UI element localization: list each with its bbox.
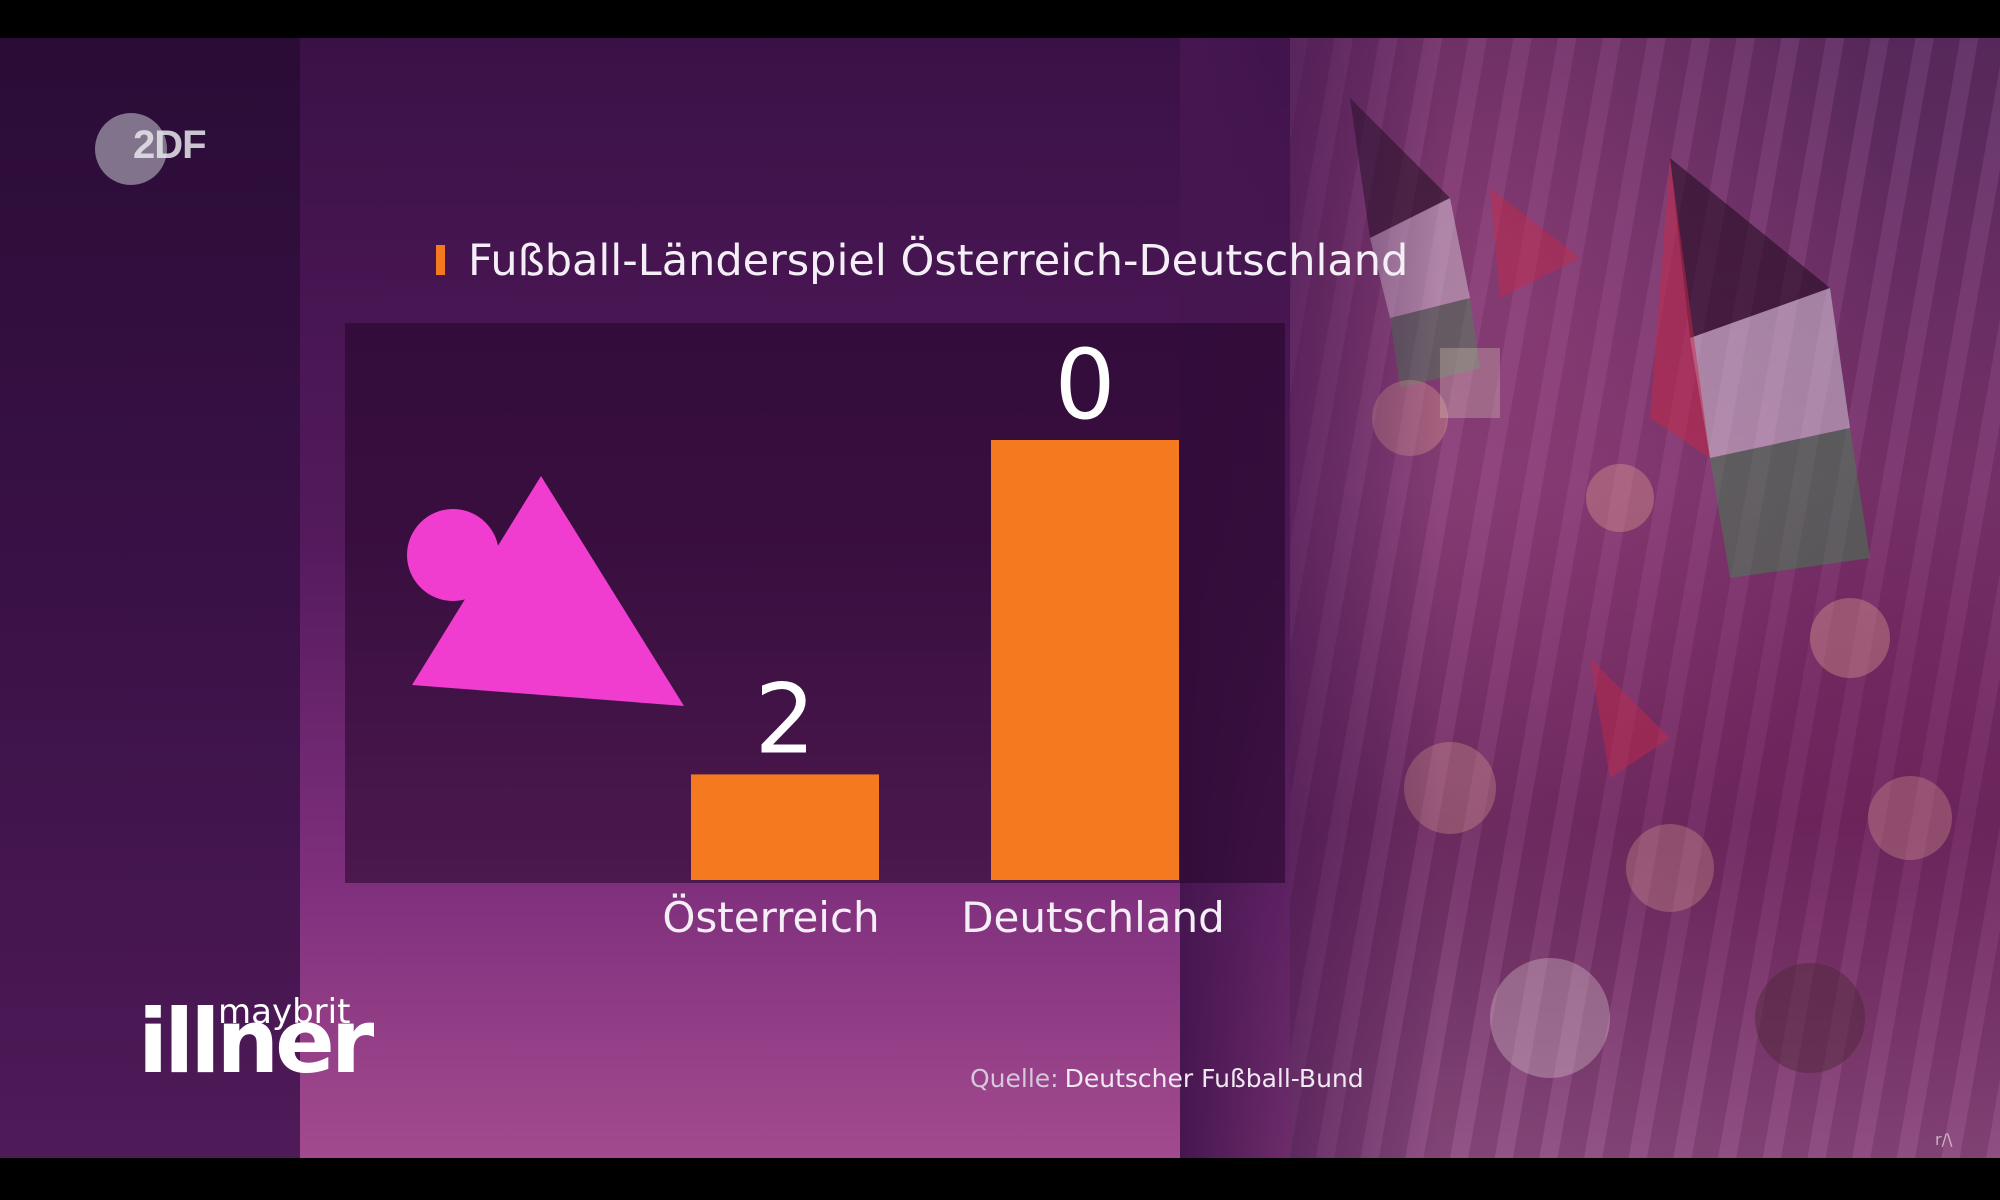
bar-value-label-1: 0 <box>1054 329 1115 441</box>
zdf-logo-text: 2DF <box>133 123 207 167</box>
title-accent-bar <box>436 245 445 275</box>
bar-chart: 2 Österreich 0 Deutschland <box>662 329 1225 942</box>
show-logo: maybrit illner <box>138 990 374 1093</box>
tv-frame: 2DF Fußball-Länderspiel Österreich-Deuts… <box>0 38 2000 1158</box>
bar-value-label-0: 2 <box>754 663 815 775</box>
left-panel <box>0 38 300 1158</box>
bar-0 <box>691 774 879 880</box>
corner-watermark: r/\ <box>1935 1130 1953 1149</box>
pointer-arrow-icon <box>407 476 684 706</box>
category-label-0: Österreich <box>662 892 879 942</box>
source-text: Deutscher Fußball-Bund <box>1064 1064 1364 1093</box>
source-note: Quelle: Deutscher Fußball-Bund <box>970 1064 1364 1093</box>
chart-title: Fußball-Länderspiel Österreich-Deutschla… <box>468 236 1409 286</box>
zdf-logo-circle <box>95 113 167 185</box>
source-label: Quelle: <box>970 1064 1059 1093</box>
category-label-1: Deutschland <box>961 893 1225 942</box>
show-logo-first-name: maybrit <box>218 992 351 1032</box>
show-logo-last-name: illner <box>138 990 374 1093</box>
bar-1 <box>991 440 1179 880</box>
